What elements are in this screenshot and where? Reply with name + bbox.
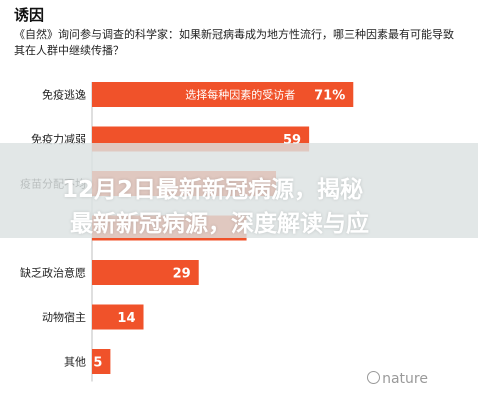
value-label-4: 29 [173,267,191,282]
chart-subtitle: 《自然》询问参与调查的科学家：如果新冠病毒成为地方性流行，哪三种因素最有可能导致… [14,28,454,57]
headline-line-2: 最新新冠病源，深度解读与应 [70,211,369,237]
category-label-1: 免疫力减弱 [31,132,86,146]
nature-logo-icon [367,371,381,384]
category-label-5: 动物宿主 [42,310,86,324]
value-label-6: 5 [93,356,102,371]
bar-inline-annotation: 选择每种因素的受访者 [185,88,295,102]
value-label-5: 14 [117,311,135,326]
bar-5 [92,304,144,330]
category-label-4: 缺乏政治意愿 [20,266,86,280]
category-label-6: 其他 [64,356,86,369]
headline-banner-overlay [0,143,478,238]
chart-title: 诱因 [14,6,45,24]
watermark-text: nature [382,371,428,387]
bar-6 [92,349,111,374]
nature-watermark: nature [367,371,428,387]
bar-0 [92,82,354,107]
headline-line-1: 12月2日最新新冠病源，揭秘 [62,177,364,203]
bar-4 [92,260,199,285]
value-label-0: 71% [314,89,345,104]
category-label-0: 免疫逃逸 [42,88,86,102]
